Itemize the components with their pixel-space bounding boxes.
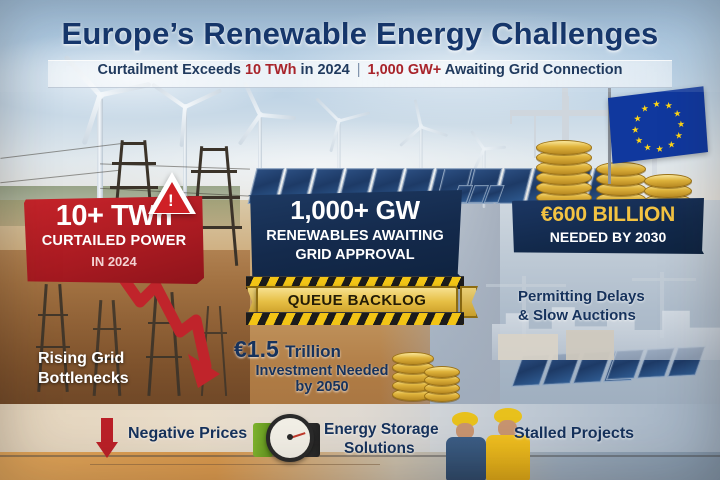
wind-turbine-icon: [228, 81, 297, 205]
warning-triangle-inner: [154, 182, 190, 213]
footer-band-lower: [0, 452, 720, 480]
footer-divider-secondary: [90, 464, 380, 465]
queue-card: 1,000+ GW RENEWABLES AWAITING GRID APPRO…: [248, 190, 462, 278]
eu-flag-icon: ★ ★ ★ ★ ★ ★ ★ ★ ★ ★ ★ ★: [607, 86, 709, 164]
queue-line3: GRID APPROVAL: [295, 247, 415, 263]
trillion-line3: by 2050: [295, 379, 349, 395]
curtailment-label: CURTAILED POWER: [41, 233, 187, 249]
investment-2030-value: €600 BILLION: [540, 203, 676, 226]
page-title: Europe’s Renewable Energy Challenges: [61, 16, 659, 51]
workers-icon: [444, 412, 490, 480]
curtailment-card: 10+ TWh CURTAILED POWER IN 2024: [24, 196, 204, 284]
subtitle-highlight-twh: 10 TWh: [244, 62, 297, 78]
trillion-unit: Trillion: [285, 342, 341, 361]
permitting-line2: & Slow Auctions: [518, 307, 636, 324]
hazard-stripe-bottom: [246, 312, 464, 325]
investment-2030-label: NEEDED BY 2030: [549, 229, 667, 245]
footer-item-storage-line1: Energy Storage: [324, 421, 439, 438]
workers-icon: [484, 408, 534, 480]
subtitle-part1-pre: Curtailment Exceeds: [97, 62, 245, 78]
trillion-headline: €1.5 Trillion: [234, 336, 414, 363]
transmission-pylon-icon: [200, 306, 228, 396]
gold-coin-stack-icon: [424, 360, 460, 402]
red-down-arrow-icon: [96, 418, 118, 458]
subtitle-separator: |: [356, 62, 361, 78]
curtailment-year: IN 2024: [91, 254, 137, 269]
subtitle-band: [48, 60, 672, 88]
warning-exclamation: !: [168, 191, 174, 210]
wind-turbine-icon: [395, 99, 449, 204]
transmission-pylon-icon: [186, 146, 242, 266]
subtitle-highlight-gw: 1,000 GW+: [367, 62, 442, 78]
queue-line2: RENEWABLES AWAITING: [266, 228, 444, 244]
transmission-pylon-icon: [92, 300, 122, 396]
gold-coin-stack-icon: [644, 166, 692, 208]
warehouse-building: [498, 334, 558, 360]
red-down-trend-arrow-icon: [110, 262, 220, 388]
gold-coin-stack-icon: [392, 344, 434, 401]
footer-item-stalled-projects: Stalled Projects: [514, 425, 635, 442]
transmission-pylon-icon: [36, 284, 70, 392]
trillion-line2: Investment Needed: [255, 363, 389, 379]
wind-turbine-icon: [310, 97, 371, 205]
bottlenecks-line2: Bottlenecks: [38, 370, 129, 387]
hazard-stripe-top: [246, 276, 464, 289]
queue-value: 1,000+ GW: [290, 195, 420, 225]
footer-divider: [0, 455, 720, 457]
gold-coin-stack-icon: [536, 138, 592, 205]
queue-backlog-label: QUEUE BACKLOG: [287, 292, 427, 309]
gauge-icon: [266, 414, 314, 462]
wind-turbine-icon: [150, 82, 223, 205]
subtitle-part2-post: Awaiting Grid Connection: [441, 62, 623, 78]
bottlenecks-line1: Rising Grid: [38, 350, 125, 367]
subtitle-part1-post: in 2024: [296, 62, 350, 78]
trillion-amount: €1.5: [234, 336, 279, 362]
permitting-line1: Permitting Delays: [518, 288, 645, 305]
trillion-callout: €1.5 Trillion Investment Needed by 2050: [234, 336, 414, 395]
transmission-pylon-icon: [146, 292, 182, 396]
subtitle: Curtailment Exceeds 10 TWh in 2024 | 1,000…: [0, 62, 720, 78]
warehouse-building: [566, 330, 614, 360]
flag-pole: [608, 88, 611, 184]
footer-item-negative-prices: Negative Prices: [128, 425, 248, 442]
wind-turbine-icon: [55, 54, 152, 202]
investment-2030-card: €600 BILLION NEEDED BY 2030: [512, 198, 704, 254]
construction-crane-icon: [630, 268, 700, 338]
footer-item-storage-line2: Solutions: [344, 440, 415, 457]
